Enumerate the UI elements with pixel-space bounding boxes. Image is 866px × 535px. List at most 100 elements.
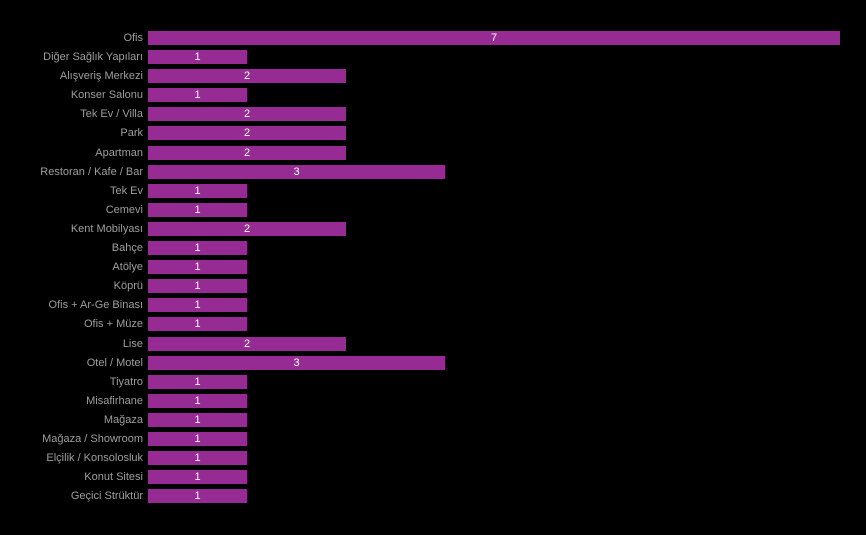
bar: 1 xyxy=(148,241,247,256)
chart-row: Mağaza / Showroom 1 xyxy=(0,431,866,446)
chart-row: Kent Mobilyası 2 xyxy=(0,221,866,236)
bar-value-label: 2 xyxy=(243,337,251,350)
category-label: Elçilik / Konsolosluk xyxy=(46,452,143,465)
bar-value-label: 1 xyxy=(194,261,201,274)
bar-value-label: 2 xyxy=(243,146,251,159)
category-label: Park xyxy=(120,127,143,140)
chart-row: Köprü 1 xyxy=(0,279,866,294)
chart-row: Atölye 1 xyxy=(0,260,866,275)
bar: 1 xyxy=(148,431,247,446)
category-label: Konser Salonu xyxy=(70,89,143,102)
chart-row: Mağaza 1 xyxy=(0,412,866,427)
bar: 1 xyxy=(148,451,247,466)
chart-row: Lise 2 xyxy=(0,336,866,351)
bar: 1 xyxy=(148,50,247,65)
bar: 7 xyxy=(148,31,840,45)
bar-value-label: 1 xyxy=(194,89,201,102)
chart-row: Tek Ev / Villa 2 xyxy=(0,107,866,122)
category-label: Geçici Strüktür xyxy=(70,490,143,503)
bar: 1 xyxy=(148,279,247,294)
chart-row: Apartman 2 xyxy=(0,145,866,160)
bar-value-label: 1 xyxy=(194,394,201,407)
bar-value-label: 2 xyxy=(243,70,251,83)
bar: 2 xyxy=(148,221,346,236)
chart-row: Misafirhane 1 xyxy=(0,393,866,408)
bar-chart: Ofis 7 Diğer Sağlık Yapıları 1 Alışveriş Mer… xyxy=(0,31,866,504)
bar-value-label: 3 xyxy=(293,356,300,369)
category-label: Otel / Motel xyxy=(86,356,143,369)
category-label: Tek Ev / Villa xyxy=(80,108,143,121)
bar: 2 xyxy=(148,336,346,351)
category-label: Diğer Sağlık Yapıları xyxy=(43,51,143,64)
bar: 1 xyxy=(148,470,247,485)
bar-value-label: 1 xyxy=(194,432,201,445)
chart-row: Elçilik / Konsolosluk 1 xyxy=(0,451,866,466)
category-label: Konut Sitesi xyxy=(84,471,143,484)
bar-value-label: 1 xyxy=(194,452,201,465)
chart-row: Ofis + Müze 1 xyxy=(0,317,866,332)
chart-row: Tek Ev 1 xyxy=(0,183,866,198)
chart-row: Cemevi 1 xyxy=(0,202,866,217)
bar-value-label: 1 xyxy=(194,471,201,484)
bar: 3 xyxy=(148,164,445,179)
bar: 1 xyxy=(148,88,247,103)
chart-row: Alışveriş Merkezi 2 xyxy=(0,69,866,84)
bar-value-label: 1 xyxy=(194,51,201,64)
category-label: Ofis + Müze xyxy=(84,318,143,331)
category-label: Köprü xyxy=(113,280,143,293)
bar: 2 xyxy=(148,145,346,160)
chart-row: Tiyatro 1 xyxy=(0,374,866,389)
bar-value-label: 1 xyxy=(194,184,201,197)
category-label: Mağaza xyxy=(103,413,143,426)
bar-value-label: 2 xyxy=(243,127,251,140)
bar: 1 xyxy=(148,489,247,504)
chart-row: Bahçe 1 xyxy=(0,241,866,256)
bar: 3 xyxy=(148,355,445,370)
chart-row: Otel / Motel 3 xyxy=(0,355,866,370)
chart-row: Ofis 7 xyxy=(0,31,866,45)
category-label: Apartman xyxy=(95,146,143,159)
bar-value-label: 1 xyxy=(194,242,201,255)
bar: 2 xyxy=(148,107,346,122)
category-label: Restoran / Kafe / Bar xyxy=(40,165,143,178)
bar: 1 xyxy=(148,202,247,217)
bar: 2 xyxy=(148,69,346,84)
bar: 1 xyxy=(148,374,247,389)
category-label: Kent Mobilyası xyxy=(70,222,143,235)
category-label: Ofis xyxy=(123,32,143,44)
bar-value-label: 1 xyxy=(194,280,201,293)
bar-value-label: 1 xyxy=(194,299,201,312)
bar-value-label: 1 xyxy=(194,490,201,503)
category-label: Misafirhane xyxy=(86,394,143,407)
chart-row: Park 2 xyxy=(0,126,866,141)
category-label: Cemevi xyxy=(105,203,143,216)
category-label: Tiyatro xyxy=(109,375,143,388)
category-label: Atölye xyxy=(112,261,143,274)
bar-value-label: 2 xyxy=(243,222,251,235)
bar: 1 xyxy=(148,260,247,275)
bar: 1 xyxy=(148,393,247,408)
category-label: Alışveriş Merkezi xyxy=(59,70,143,83)
bar: 1 xyxy=(148,317,247,332)
bar-value-label: 1 xyxy=(194,318,201,331)
bar-value-label: 1 xyxy=(194,413,201,426)
bar-value-label: 3 xyxy=(293,165,300,178)
chart-row: Konut Sitesi 1 xyxy=(0,470,866,485)
chart-row: Geçici Strüktür 1 xyxy=(0,489,866,504)
bar: 1 xyxy=(148,412,247,427)
category-label: Lise xyxy=(122,337,143,350)
bar-value-label: 1 xyxy=(194,375,201,388)
chart-row: Diğer Sağlık Yapıları 1 xyxy=(0,50,866,65)
bar-value-label: 7 xyxy=(490,32,498,44)
category-label: Tek Ev xyxy=(109,184,143,197)
bar: 2 xyxy=(148,126,346,141)
bar: 1 xyxy=(148,298,247,313)
bar: 1 xyxy=(148,183,247,198)
category-label: Ofis + Ar-Ge Binası xyxy=(48,299,143,312)
category-label: Bahçe xyxy=(111,242,143,255)
category-label: Mağaza / Showroom xyxy=(42,432,143,445)
chart-row: Konser Salonu 1 xyxy=(0,88,866,103)
chart-row: Ofis + Ar-Ge Binası 1 xyxy=(0,298,866,313)
chart-row: Restoran / Kafe / Bar 3 xyxy=(0,164,866,179)
bar-value-label: 2 xyxy=(243,108,251,121)
